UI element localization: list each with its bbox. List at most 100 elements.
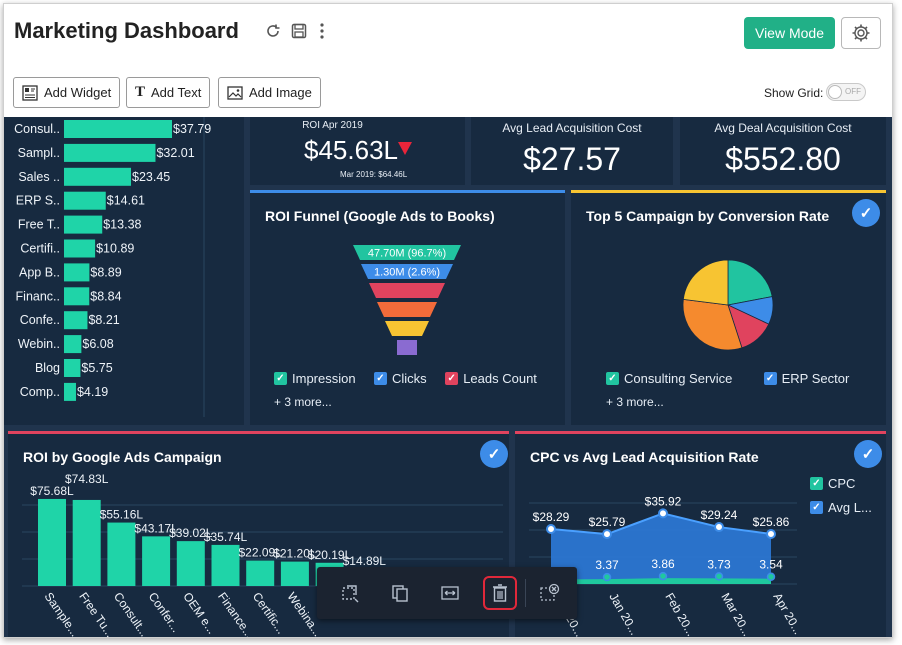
page-title: Marketing Dashboard bbox=[14, 18, 239, 43]
show-grid-label: Show Grid: bbox=[764, 86, 824, 100]
show-grid-toggle[interactable]: OFF bbox=[826, 83, 866, 101]
legend-checkbox-icon[interactable]: ✓ bbox=[274, 372, 287, 385]
data-label: $25.86 bbox=[753, 515, 790, 529]
bar-value-label: $75.68L bbox=[30, 484, 74, 498]
funnel-stage bbox=[353, 245, 461, 260]
roi-bar-title: ROI by Google Ads Campaign bbox=[23, 449, 222, 465]
funnel-stage bbox=[377, 302, 437, 317]
pie-widget[interactable]: Top 5 Campaign by Conversion Rate ✓ ✓ Con… bbox=[571, 190, 886, 425]
legend-label: Impression bbox=[292, 371, 356, 386]
bar bbox=[107, 522, 136, 586]
legend-item[interactable]: ✓ ERP Sector bbox=[763, 371, 850, 386]
bar-category-label: Sampl.. bbox=[18, 146, 60, 160]
image-icon bbox=[227, 85, 243, 100]
legend-checkbox-icon[interactable]: ✓ bbox=[445, 372, 459, 385]
kpi-lead-cost-label: Avg Lead Acquisition Cost bbox=[502, 121, 642, 135]
resize-icon[interactable] bbox=[333, 576, 367, 610]
down-arrow-icon bbox=[398, 142, 412, 155]
x-tick-label: Confer... bbox=[146, 590, 183, 635]
widget-selected-check-icon[interactable]: ✓ bbox=[852, 199, 880, 227]
kpi-roi-widget[interactable]: ROI Apr 2019 $45.63L Mar 2019: $64.46L bbox=[250, 117, 465, 185]
legend-label: ERP Sector bbox=[781, 371, 850, 386]
legend-label: Consulting Service bbox=[624, 371, 733, 386]
cpc-title: CPC vs Avg Lead Acquisition Rate bbox=[530, 449, 759, 465]
legend-checkbox-icon[interactable]: ✓ bbox=[810, 501, 823, 514]
data-point bbox=[714, 572, 724, 581]
kpi-deal-cost-label: Avg Deal Acquisition Cost bbox=[714, 121, 852, 135]
kpi-lead-cost-widget[interactable]: Avg Lead Acquisition Cost $27.57 bbox=[471, 117, 673, 185]
pie-more-link[interactable]: + 3 more... bbox=[606, 395, 664, 409]
bar-value-label: $43.17L bbox=[134, 521, 178, 535]
pie-slice bbox=[682, 259, 729, 306]
bar-value-label: $5.75 bbox=[81, 361, 112, 375]
campaign-bar-chart: Consul.. $37.79 Sampl.. $32.01 Sales .. $23.4… bbox=[14, 117, 211, 417]
roi-funnel-widget[interactable]: ROI Funnel (Google Ads to Books) 47.70M … bbox=[250, 190, 565, 425]
delete-icon[interactable] bbox=[483, 576, 517, 610]
widget-selected-check-icon[interactable]: ✓ bbox=[480, 440, 508, 468]
add-image-button[interactable]: Add Image bbox=[218, 77, 321, 108]
remove-widget-icon[interactable] bbox=[533, 576, 567, 610]
x-tick-label: Mar 20... bbox=[718, 591, 754, 639]
refresh-icon[interactable] bbox=[262, 20, 284, 42]
add-text-button[interactable]: T Add Text bbox=[126, 77, 211, 108]
funnel-more-link[interactable]: + 3 more... bbox=[274, 395, 332, 409]
bar-category-label: Consul.. bbox=[14, 122, 60, 136]
legend-checkbox-icon[interactable]: ✓ bbox=[606, 372, 619, 385]
bar bbox=[211, 544, 240, 586]
bar-value-label: $32.01 bbox=[156, 146, 194, 160]
widget-selected-check-icon[interactable]: ✓ bbox=[854, 440, 882, 468]
kpi-roi-compare: Mar 2019: $64.46L bbox=[340, 170, 408, 179]
legend-label: CPC bbox=[828, 476, 856, 491]
funnel-title: ROI Funnel (Google Ads to Books) bbox=[265, 208, 495, 224]
kpi-lead-cost-value: $27.57 bbox=[523, 141, 621, 177]
legend-item[interactable]: ✓ Leads Count bbox=[445, 371, 537, 386]
save-icon[interactable] bbox=[288, 20, 310, 42]
legend-item[interactable]: ✓ Impression bbox=[274, 371, 356, 386]
bar bbox=[64, 382, 76, 401]
legend-item[interactable]: ✓ Avg L... bbox=[810, 500, 872, 515]
kpi-deal-cost-widget[interactable]: Avg Deal Acquisition Cost $552.80 bbox=[680, 117, 886, 185]
add-widget-label: Add Widget bbox=[44, 85, 112, 100]
panel-accent bbox=[571, 190, 886, 193]
legend-item[interactable]: ✓ Clicks bbox=[374, 371, 427, 386]
bar bbox=[64, 287, 90, 306]
view-mode-button[interactable]: View Mode bbox=[744, 17, 835, 49]
kpi-roi-label: ROI Apr 2019 bbox=[302, 120, 363, 131]
pie-chart bbox=[682, 259, 774, 351]
bar-value-label: $23.45 bbox=[132, 170, 170, 184]
fit-width-icon[interactable] bbox=[433, 576, 467, 610]
data-point bbox=[602, 572, 612, 582]
bar bbox=[64, 335, 82, 354]
bar-value-label: $10.89 bbox=[96, 242, 134, 256]
bar-category-label: App B.. bbox=[19, 265, 60, 279]
bar-value-label: $14.89L bbox=[343, 554, 387, 568]
bar-value-label: $37.79 bbox=[173, 122, 211, 136]
text-icon: T bbox=[135, 84, 146, 100]
bar bbox=[64, 191, 106, 210]
x-tick-label: Feb 20... bbox=[662, 591, 698, 639]
legend-checkbox-icon[interactable]: ✓ bbox=[763, 372, 777, 385]
legend-item[interactable]: ✓ CPC bbox=[810, 476, 855, 491]
bar-value-label: $21.20L bbox=[273, 547, 317, 561]
bar bbox=[64, 120, 172, 138]
add-image-label: Add Image bbox=[249, 85, 312, 100]
campaign-bar-widget[interactable]: Consul.. $37.79 Sampl.. $32.01 Sales .. $23.4… bbox=[4, 117, 244, 425]
pie-slice bbox=[727, 259, 773, 306]
bar-value-label: $20.19L bbox=[308, 548, 352, 562]
legend-label: Clicks bbox=[392, 371, 427, 386]
data-point bbox=[714, 522, 724, 533]
data-point bbox=[658, 571, 668, 581]
legend-item[interactable]: ✓ Consulting Service bbox=[606, 371, 732, 386]
more-vertical-icon[interactable] bbox=[311, 20, 333, 42]
funnel-stage-label: 1.30M (2.6%) bbox=[374, 267, 440, 279]
x-tick-label: Apr 20... bbox=[770, 591, 805, 637]
pie-title: Top 5 Campaign by Conversion Rate bbox=[586, 208, 830, 224]
bar-category-label: Blog bbox=[35, 361, 60, 375]
add-widget-button[interactable]: Add Widget bbox=[13, 77, 121, 108]
funnel-stage bbox=[361, 264, 453, 279]
settings-button[interactable] bbox=[841, 17, 881, 49]
data-label: 3.73 bbox=[707, 557, 731, 571]
legend-checkbox-icon[interactable]: ✓ bbox=[810, 477, 823, 490]
duplicate-icon[interactable] bbox=[383, 576, 417, 610]
legend-checkbox-icon[interactable]: ✓ bbox=[374, 372, 387, 385]
